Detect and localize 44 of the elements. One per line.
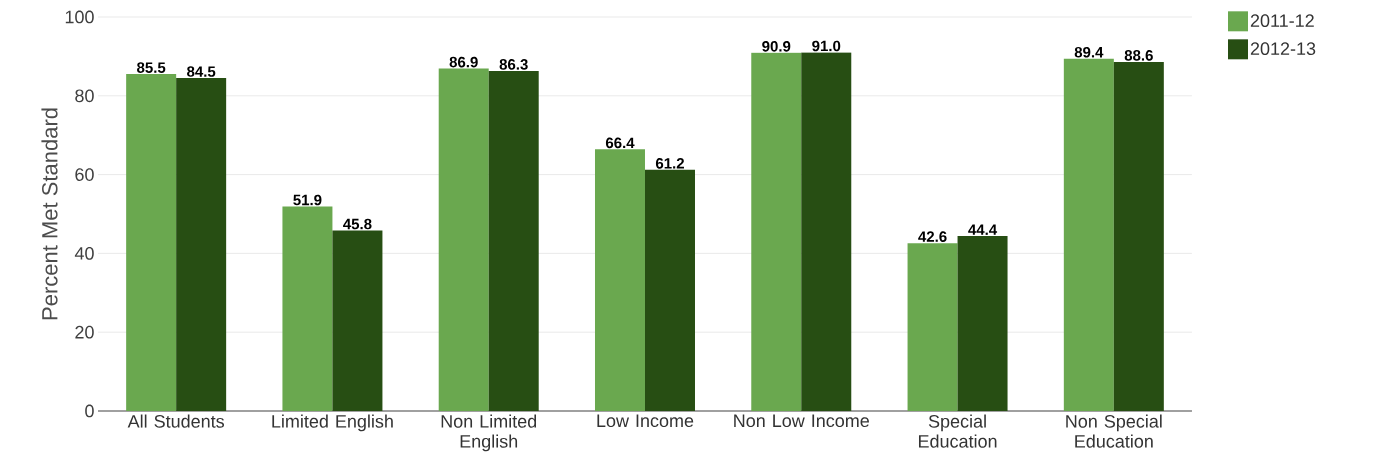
data-label: 45.8 (343, 218, 372, 230)
bar (176, 78, 227, 411)
y-tick-label: 60 (75, 168, 94, 181)
x-tick-label: Low Income (597, 414, 694, 428)
bar (438, 68, 489, 411)
x-tick-label: Special Education (918, 414, 997, 448)
data-label: 91.0 (812, 40, 841, 52)
data-label: 90.9 (762, 41, 791, 52)
data-label: 66.4 (605, 137, 635, 149)
bar (957, 236, 1008, 411)
legend-label: 2011-12 (1250, 14, 1314, 28)
data-label: 89.4 (1074, 46, 1104, 58)
x-tick-label: Non Low Income (734, 414, 869, 428)
bar (332, 230, 383, 411)
bar (644, 169, 695, 411)
data-label: 44.4 (968, 224, 998, 235)
bar (126, 74, 177, 411)
y-tick-label: 80 (75, 89, 94, 103)
legend-label: 2012-13 (1250, 42, 1316, 56)
x-tick-label: Non Special Education (1066, 414, 1162, 448)
y-tick-label: 100 (65, 10, 94, 24)
y-tick-label: 20 (75, 325, 94, 339)
data-label: 85.5 (137, 62, 166, 73)
bar (282, 206, 333, 411)
y-tick-label: 40 (74, 247, 94, 260)
bar (488, 70, 539, 411)
bar (1113, 61, 1164, 411)
y-tick-label: 0 (85, 404, 94, 418)
data-label: 88.6 (1124, 50, 1153, 61)
y-axis-title: Percent Met Standard (41, 108, 58, 320)
bar (1063, 58, 1114, 411)
x-tick-label: Non Limited English (441, 414, 537, 452)
data-label: 86.3 (499, 59, 528, 70)
data-label: 61.2 (655, 158, 684, 169)
data-label: 51.9 (293, 194, 322, 206)
data-label: 42.6 (918, 231, 947, 242)
x-tick-label: Limited English (272, 414, 393, 432)
bar (751, 52, 802, 411)
bar (907, 243, 958, 411)
data-label: 84.5 (187, 66, 216, 77)
x-tick-label: All Students (127, 414, 225, 428)
bar (594, 149, 645, 411)
data-label: 86.9 (449, 56, 478, 68)
bar (801, 52, 852, 411)
